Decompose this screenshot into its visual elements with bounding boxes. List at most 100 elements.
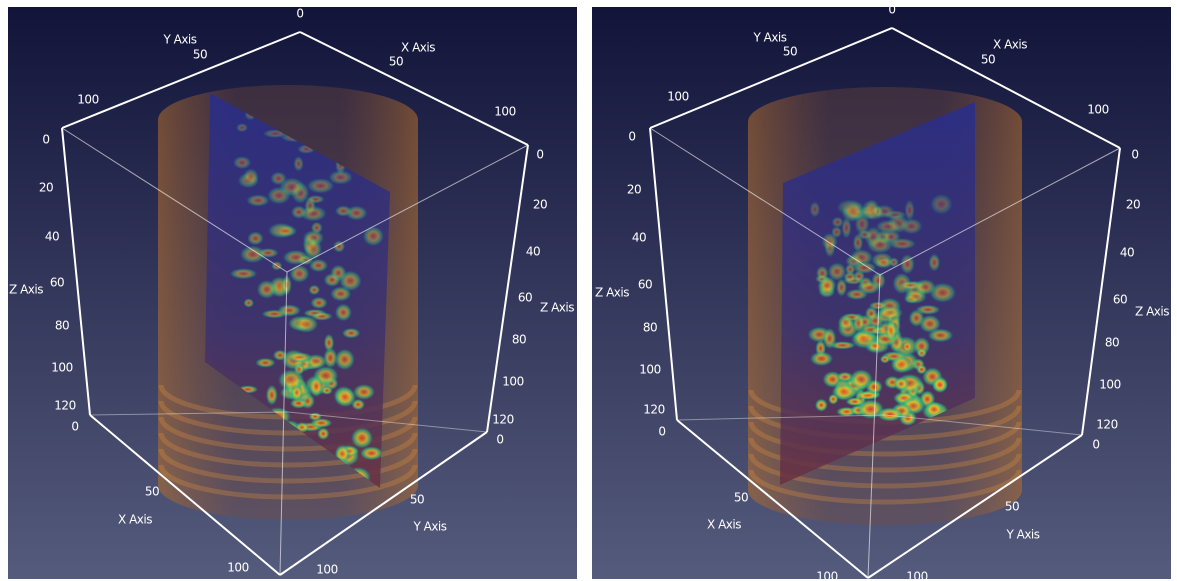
axis-label: 0 bbox=[296, 7, 303, 21]
slice-blob bbox=[257, 248, 279, 258]
slice-blob bbox=[279, 177, 305, 197]
slice-blob bbox=[843, 271, 857, 283]
slice-blob bbox=[335, 303, 352, 321]
slice-blob bbox=[324, 334, 335, 352]
slice-blob bbox=[851, 330, 878, 349]
axis-label: 50 bbox=[981, 53, 995, 67]
axis-label: X Axis bbox=[118, 513, 152, 527]
axis-label: Y Axis bbox=[162, 33, 196, 47]
slice-blob bbox=[311, 222, 323, 234]
slice-blob bbox=[266, 385, 278, 406]
axis-label: 20 bbox=[39, 181, 53, 195]
slice-blob bbox=[307, 178, 335, 194]
slice-blob bbox=[233, 156, 252, 169]
axis-label: 100 bbox=[667, 90, 688, 104]
axis-label: 80 bbox=[55, 319, 69, 333]
axis-label: 0 bbox=[1131, 148, 1138, 162]
axis-label: 100 bbox=[316, 563, 337, 577]
axis-label: 0 bbox=[628, 130, 635, 144]
axis-label: X Axis bbox=[993, 38, 1027, 52]
axis-label: 120 bbox=[1096, 418, 1117, 432]
slice-blob bbox=[300, 206, 327, 222]
slice-blob bbox=[917, 348, 927, 358]
slice-blob bbox=[321, 386, 333, 395]
axis-label: 100 bbox=[51, 361, 72, 375]
axis-label: Z Axis bbox=[9, 283, 43, 297]
slice-blob bbox=[885, 320, 897, 342]
slice-blob bbox=[810, 351, 834, 366]
axis-label: 0 bbox=[71, 420, 78, 434]
slice-blob bbox=[289, 265, 309, 283]
axis-label: 50 bbox=[734, 491, 748, 505]
axis-label: 80 bbox=[512, 333, 526, 347]
axis-label: 60 bbox=[518, 291, 532, 305]
axis-label: Y Axis bbox=[752, 31, 786, 45]
axis-label: 0 bbox=[1092, 438, 1099, 452]
axis-label: 100 bbox=[502, 375, 523, 389]
slice-blob bbox=[915, 305, 940, 315]
slice-blob bbox=[287, 352, 313, 362]
slice-blob bbox=[255, 358, 276, 368]
slice-blob bbox=[243, 298, 254, 307]
slice-blob bbox=[309, 376, 323, 397]
axis-label: 100 bbox=[77, 93, 98, 107]
slice-blob bbox=[246, 194, 270, 206]
axis-label: 120 bbox=[54, 399, 75, 413]
slice-blob bbox=[247, 231, 264, 245]
slice-blob bbox=[324, 273, 341, 287]
axis-label: 50 bbox=[410, 493, 424, 507]
slice-blob bbox=[891, 356, 913, 374]
slice-blob bbox=[875, 220, 901, 234]
slice-blob bbox=[230, 268, 258, 279]
slice-blob bbox=[351, 427, 373, 448]
slice-blob bbox=[838, 315, 855, 331]
slice-blob bbox=[819, 276, 837, 295]
axis-label: 120 bbox=[643, 403, 664, 417]
slice-blob bbox=[339, 270, 362, 291]
slice-blob bbox=[274, 225, 297, 237]
axis-label: 100 bbox=[494, 105, 515, 119]
axis-label: 100 bbox=[1099, 378, 1120, 392]
slice-blob bbox=[828, 394, 838, 405]
slice-blob bbox=[815, 399, 828, 412]
axis-label: 20 bbox=[1126, 198, 1140, 212]
slice-blob bbox=[845, 397, 864, 406]
slice-blob bbox=[310, 297, 327, 309]
slice-blob bbox=[309, 412, 322, 421]
slice-blob bbox=[822, 233, 838, 251]
slice-blob bbox=[914, 279, 936, 295]
axis-label: 100 bbox=[639, 363, 660, 377]
slice-blob bbox=[345, 206, 367, 221]
render-view: 0Y Axis50100X Axis5010002040Z Axis608010… bbox=[592, 3, 1171, 581]
slice-blob bbox=[857, 281, 881, 295]
axis-label: 0 bbox=[888, 3, 895, 17]
slice-blob bbox=[849, 369, 873, 390]
slice-blob bbox=[293, 156, 303, 172]
slice-blob bbox=[810, 201, 821, 217]
slice-blob bbox=[257, 280, 277, 299]
slice-blob bbox=[874, 257, 893, 269]
axis-label: 60 bbox=[638, 278, 652, 292]
axis-label: 40 bbox=[526, 245, 540, 259]
slice-blob bbox=[307, 195, 325, 203]
axis-label: 40 bbox=[632, 231, 646, 245]
axis-label: X Axis bbox=[401, 41, 435, 55]
axis-label: Z Axis bbox=[595, 286, 629, 300]
slice-blob bbox=[317, 427, 329, 440]
axis-label: 50 bbox=[145, 485, 159, 499]
slice-blob bbox=[277, 304, 301, 316]
slice-blob bbox=[865, 199, 880, 220]
slice-blob bbox=[311, 312, 333, 321]
slice-blob bbox=[877, 306, 903, 320]
axis-label: 60 bbox=[50, 276, 64, 290]
axis-label: 0 bbox=[536, 148, 543, 162]
axis-label: 40 bbox=[1120, 246, 1134, 260]
axis-label: 80 bbox=[1105, 336, 1119, 350]
axis-label: 50 bbox=[389, 55, 403, 69]
slice-blob bbox=[278, 369, 305, 391]
slice-blob bbox=[876, 407, 903, 421]
axis-label: 40 bbox=[45, 230, 59, 244]
slice-blob bbox=[900, 254, 915, 274]
slice-blob bbox=[880, 355, 890, 364]
